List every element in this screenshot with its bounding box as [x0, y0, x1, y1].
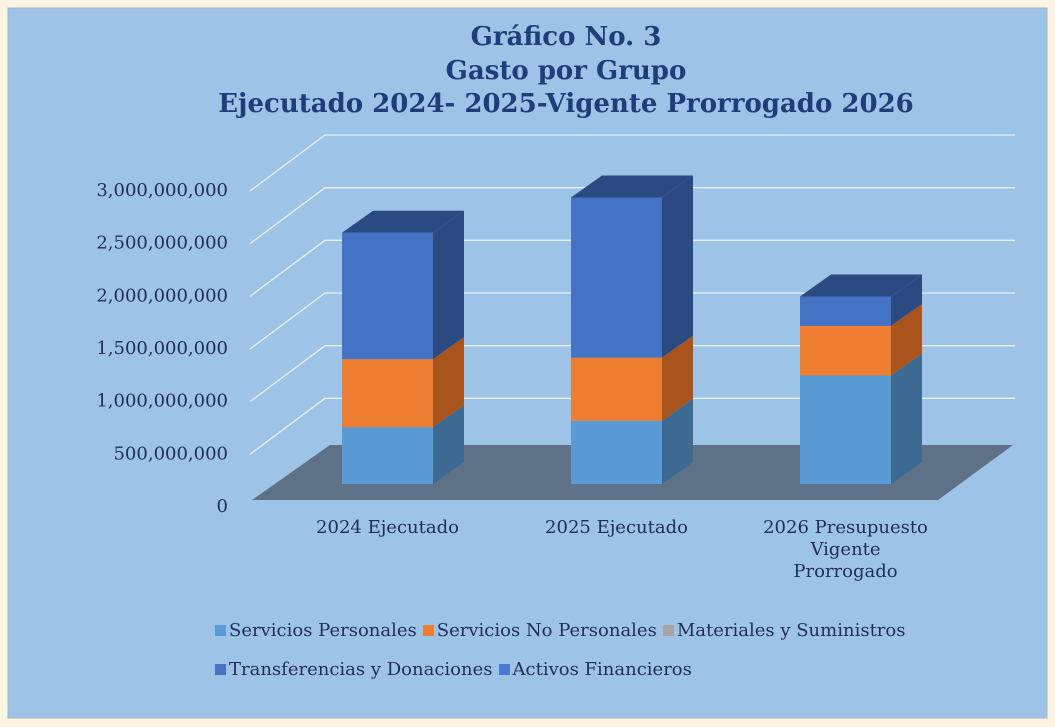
grid-line: [249, 292, 1015, 350]
legend-item: Transferencias y Donaciones: [215, 659, 493, 680]
bar-front: [342, 359, 433, 428]
legend-swatch: [662, 625, 674, 636]
legend-label: Materiales y Suministros: [676, 620, 906, 641]
x-tick-label: 2026 Presupuesto Vigente Prorrogado: [763, 517, 928, 582]
legend-swatch: [215, 625, 226, 636]
y-tick-label: 0: [217, 496, 228, 517]
y-tick-label: 500,000,000: [113, 443, 228, 464]
chart-subtitle: Ejecutado 2024- 2025-Vigente Prorrogado …: [218, 89, 914, 119]
legend-label: Transferencias y Donaciones: [229, 659, 493, 680]
legend: Servicios Personales Servicios No Persona…: [215, 620, 1015, 680]
legend-label: Activos Financieros: [512, 659, 692, 680]
bar-side: [662, 398, 693, 484]
bar-front: [800, 375, 891, 484]
legend-item: Activos Financieros: [498, 659, 692, 680]
legend-item: Servicios No Personales: [422, 620, 657, 641]
bar-top: [342, 210, 464, 233]
y-tick-label: 2,500,000,000: [96, 233, 228, 254]
bar-front: [571, 197, 662, 358]
bar-side: [891, 353, 922, 484]
bar-top: [571, 175, 693, 198]
x-tick-label: 2025 Ejecutado: [545, 517, 688, 538]
bar-top: [800, 274, 922, 297]
chart-subtitle: Gasto por Grupo: [446, 56, 687, 86]
bar-side: [433, 210, 464, 360]
y-tick-label: 2,000,000,000: [96, 285, 228, 306]
y-tick-label: 1,000,000,000: [96, 391, 228, 412]
legend-label: Servicios No Personales: [436, 620, 657, 641]
bar-front: [571, 420, 662, 484]
grid-line: [249, 397, 1015, 455]
bar-side: [891, 274, 922, 326]
bar-side: [891, 304, 922, 376]
grid-line: [249, 134, 1015, 192]
bar-front: [800, 296, 891, 326]
grid-line: [249, 187, 1015, 245]
legend-swatch: [498, 664, 510, 675]
grid-line: [249, 239, 1015, 297]
x-tick-label: 2024 Ejecutado: [316, 517, 459, 538]
grid-line: [249, 345, 1015, 403]
legend-swatch: [422, 625, 434, 636]
bar-side: [433, 405, 464, 484]
bar-front: [342, 232, 433, 360]
legend-item: Servicios Personales: [215, 620, 417, 641]
legend-swatch: [215, 664, 226, 675]
bar-front: [342, 427, 433, 484]
bar-side: [433, 337, 464, 428]
bar-front: [571, 357, 662, 421]
y-tick-label: 3,000,000,000: [96, 180, 228, 201]
bar-side: [662, 175, 693, 358]
legend-item: Materiales y Suministros: [662, 620, 906, 641]
chart-title: Gráfico No. 3: [471, 22, 662, 52]
legend-label: Servicios Personales: [229, 620, 417, 641]
bar-front: [800, 326, 891, 376]
y-tick-label: 1,500,000,000: [96, 338, 228, 359]
bar-side: [662, 335, 693, 421]
